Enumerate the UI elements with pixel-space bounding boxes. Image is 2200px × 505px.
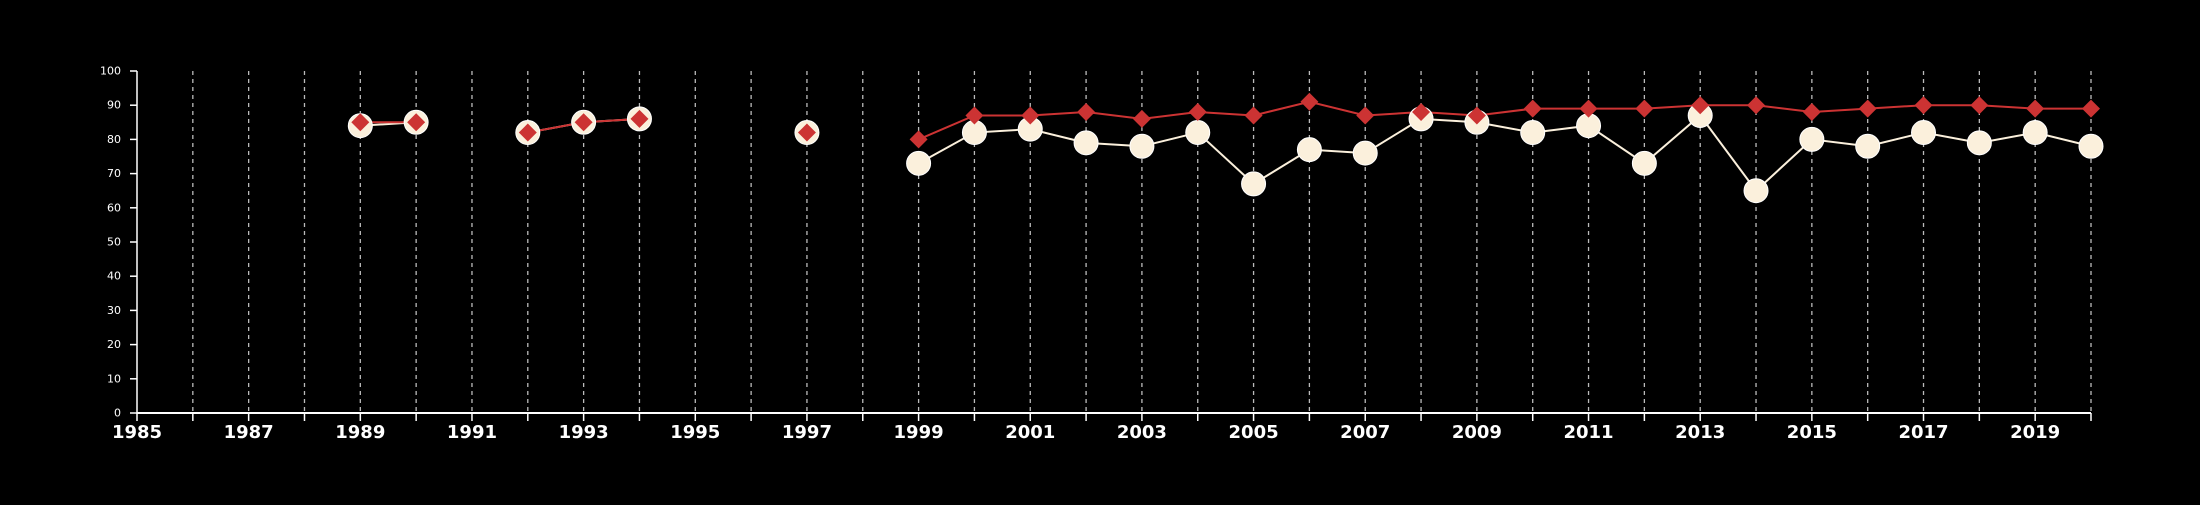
red-point [1747,96,1766,115]
red-point [630,109,649,128]
red-point [1858,99,1877,118]
cream-point [1352,140,1378,166]
y-tick-label: 80 [107,133,121,146]
red-point [574,113,593,132]
y-tick-label: 100 [100,65,121,78]
axes: 0 10 20 30 40 50 60 70 80 90 100 1985 1987 1989 1991 19… [100,65,2092,443]
red-point [1802,103,1821,122]
x-tick-label: 1989 [335,422,385,443]
cream-point [1185,120,1211,146]
red-point [909,130,928,149]
cream-point [1520,120,1546,146]
x-tick-label: 2017 [1898,422,1948,443]
red-point [1523,99,1542,118]
series [347,92,2104,204]
red-point [1077,103,1096,122]
x-tick-label: 1997 [782,422,832,443]
x-tick-label: 2015 [1787,422,1837,443]
x-tick-label: 2009 [1452,422,1502,443]
red-point [351,113,370,132]
cream-point [1631,150,1657,176]
x-tick-label: 2003 [1117,422,1167,443]
cream-point [1296,137,1322,163]
red-point [2026,99,2045,118]
cream-point [1743,178,1769,204]
cream-point [906,150,932,176]
red-point [2082,99,2100,118]
red-point [797,123,816,142]
cream-series-line [918,114,2092,193]
x-tick-label: 2007 [1340,422,1390,443]
y-tick-label: 30 [107,304,121,317]
x-tick-label: 1993 [559,422,609,443]
red-point [1021,106,1040,125]
y-tick-label: 70 [107,167,121,180]
red-point [1579,99,1598,118]
x-tick-label: 1999 [894,422,944,443]
cream-point [1129,133,1155,159]
red-point [1244,106,1263,125]
y-tick-label: 90 [107,99,121,112]
red-point [1300,92,1319,111]
cream-point [2022,120,2048,146]
y-tick-label: 40 [107,270,121,283]
cream-point [1911,120,1937,146]
x-tick-label: 2001 [1005,422,1055,443]
cream-point [2078,133,2104,159]
red-point [518,123,537,142]
x-tick-label: 1991 [447,422,497,443]
y-tick-label: 60 [107,201,121,214]
x-tick-label: 1987 [224,422,274,443]
x-tick-label: 1995 [670,422,720,443]
x-tick-label: 2011 [1563,422,1613,443]
red-point [1188,103,1207,122]
x-tick-label: 2019 [2010,422,2060,443]
y-tick-label: 10 [107,372,121,385]
x-tick-label: 1985 [112,422,162,443]
cream-point [1855,133,1881,159]
red-point [1412,103,1431,122]
red-point [1467,106,1486,125]
red-point [965,106,984,125]
cream-point [1799,126,1825,152]
x-tick-label: 2013 [1675,422,1725,443]
red-point [1970,96,1989,115]
red-point [1914,96,1933,115]
cream-point [1966,130,1992,156]
red-point [407,113,426,132]
red-point [1691,96,1710,115]
y-tick-label: 50 [107,236,121,249]
y-tick-label: 20 [107,338,121,351]
cream-point [1241,171,1267,197]
red-point [1356,106,1375,125]
x-tick-label: 2005 [1229,422,1279,443]
red-point [1132,109,1151,128]
red-point [1635,99,1654,118]
red-series-line [918,100,2091,141]
cream-point [1073,130,1099,156]
y-tick-label: 0 [114,407,121,420]
